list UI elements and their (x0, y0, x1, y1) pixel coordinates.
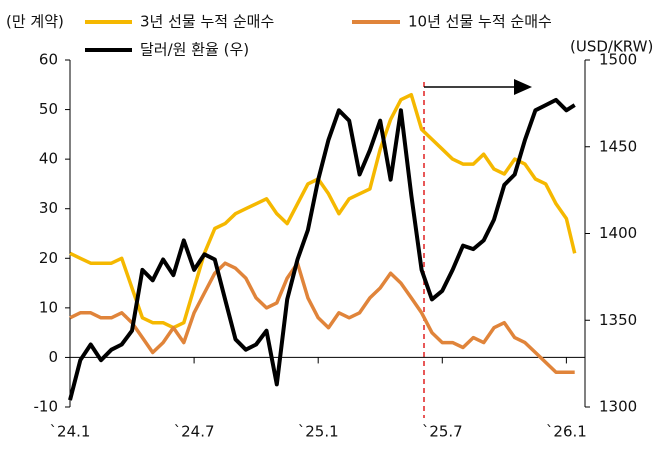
series-line (68, 97, 576, 401)
arrow-head (514, 79, 532, 95)
legend-label: 10년 선물 누적 순매수 (408, 13, 552, 31)
y2-tick-label: 1400 (599, 224, 637, 242)
y2-tick-label: 1350 (599, 311, 637, 329)
y-tick-label: 50 (39, 100, 58, 118)
y-tick-label: 20 (39, 249, 58, 267)
y2-tick-label: 1450 (599, 137, 637, 155)
x-tick-label: `26.1 (546, 423, 587, 441)
y-unit-label: (만 계약) (6, 13, 64, 31)
y2-unit-label: (USD/KRW) (570, 38, 653, 56)
legend-label: 달러/원 환율 (우) (140, 41, 249, 59)
y-tick-label: 0 (48, 348, 58, 366)
x-tick-label: `25.7 (422, 423, 463, 441)
legend: 3년 선물 누적 순매수 10년 선물 누적 순매수 달러/원 환율 (우) (85, 13, 552, 59)
y-tick-label: -10 (34, 398, 59, 416)
y-tick-label: 10 (39, 298, 58, 316)
x-tick-label: `24.1 (50, 423, 91, 441)
legend-label: 3년 선물 누적 순매수 (140, 13, 274, 31)
y-tick-label: 40 (39, 150, 58, 168)
y-tick-label: 30 (39, 199, 58, 217)
y-tick-label: 60 (39, 51, 58, 69)
x-tick-label: `24.7 (174, 423, 215, 441)
series-line (69, 92, 577, 330)
y2-tick-label: 1300 (599, 398, 637, 416)
series-line (69, 261, 575, 375)
x-tick-label: `25.1 (298, 423, 339, 441)
y2-tick-label: 1500 (599, 51, 637, 69)
